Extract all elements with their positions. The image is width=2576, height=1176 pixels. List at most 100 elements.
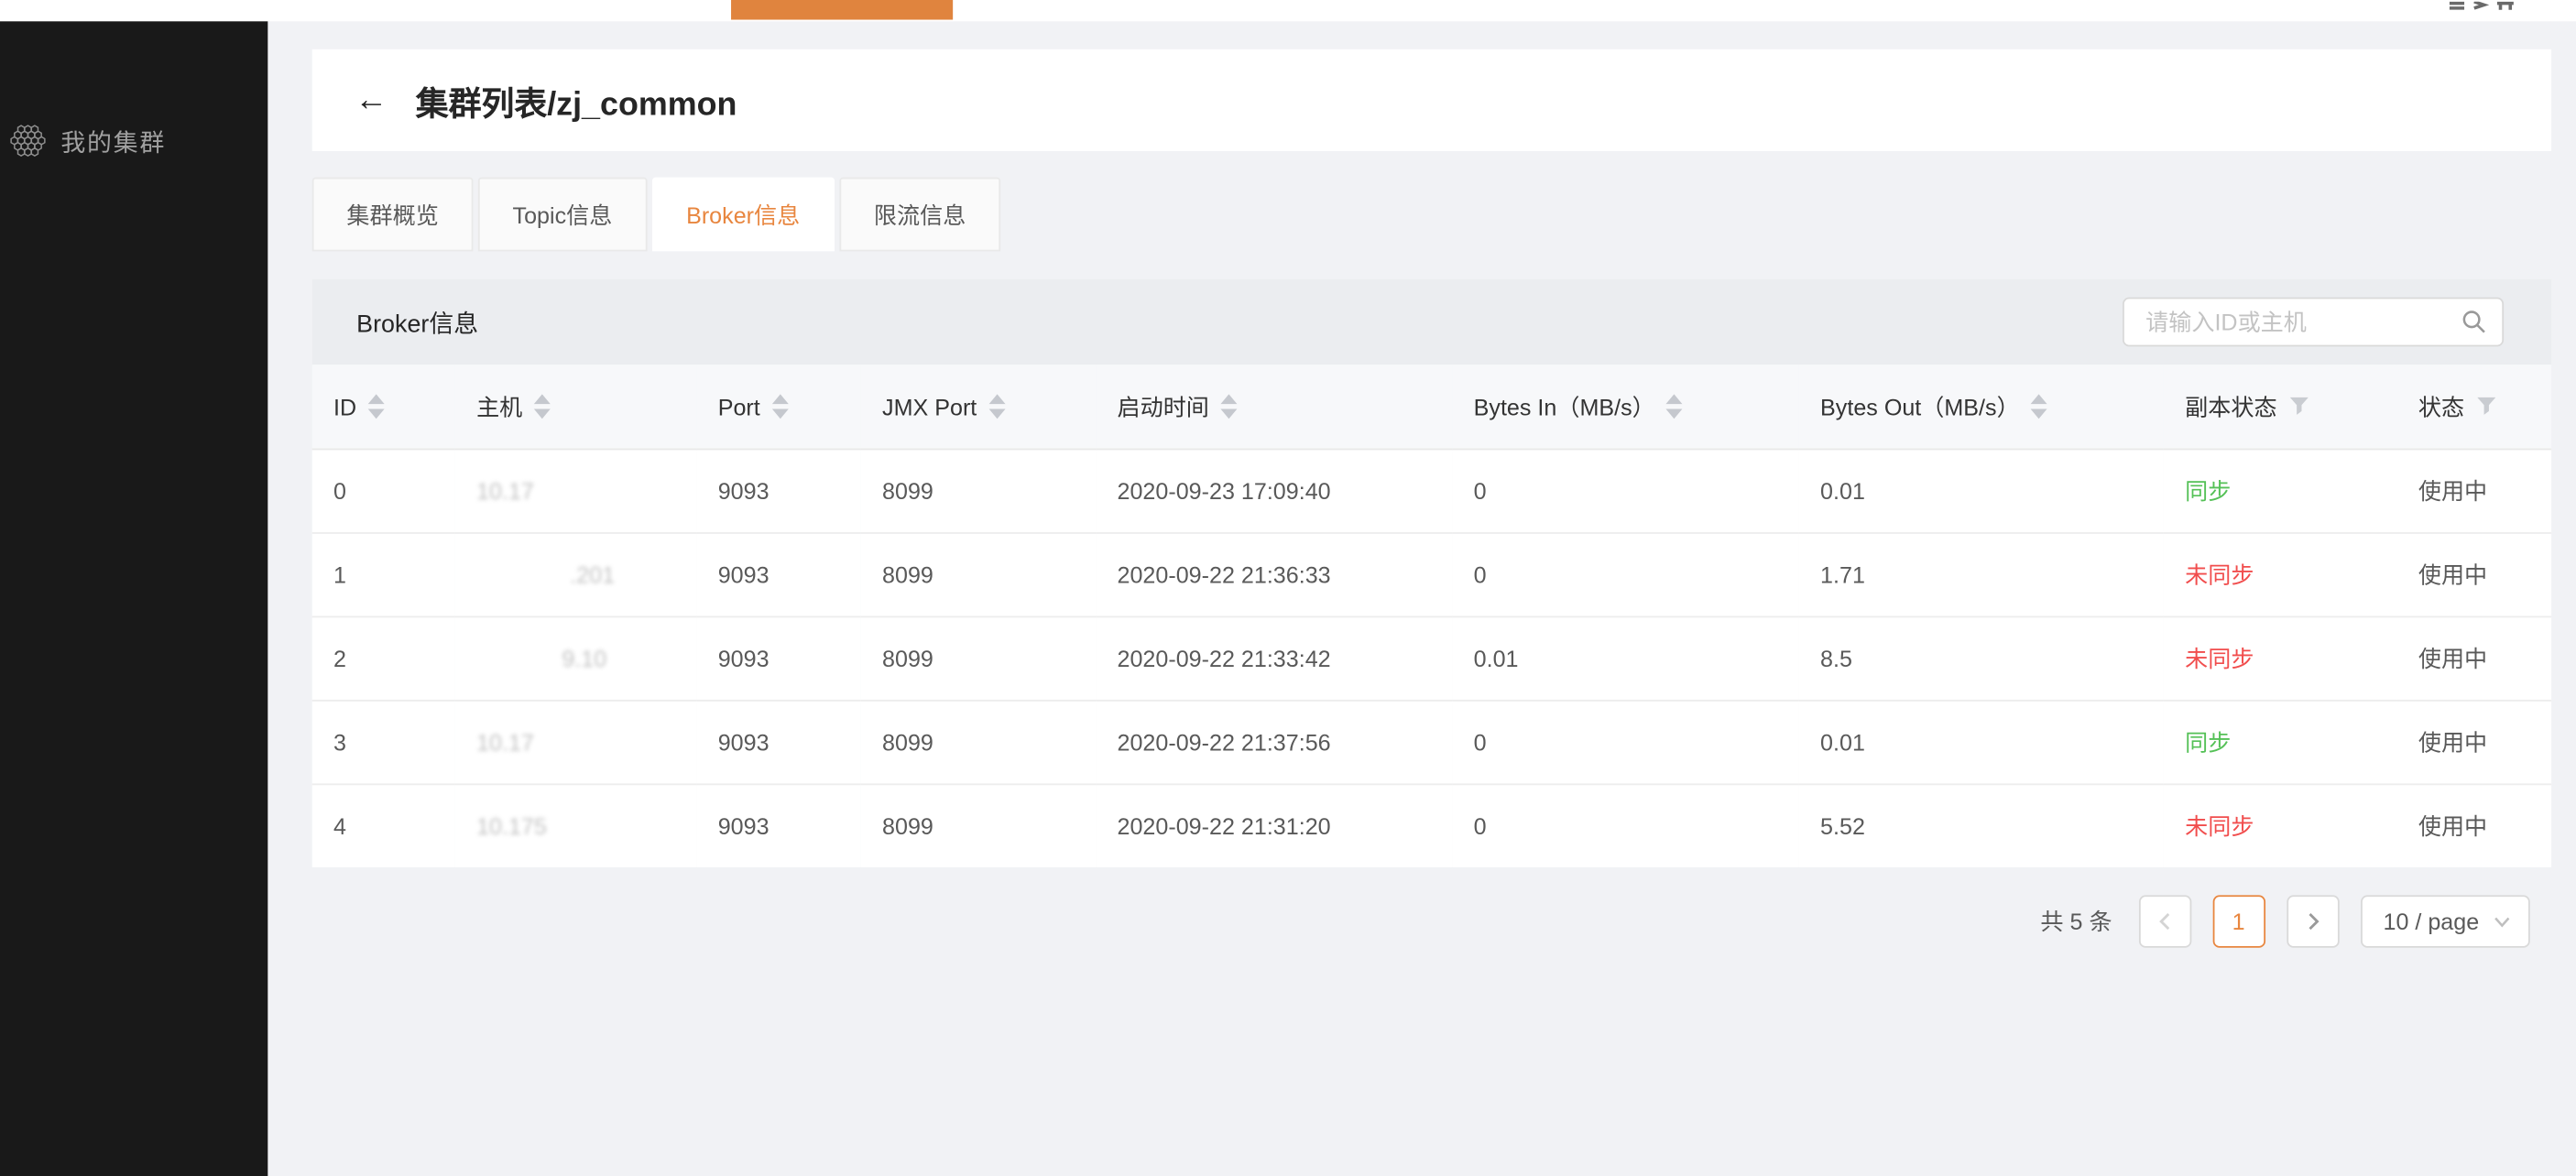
back-arrow-icon[interactable]: ←: [355, 82, 388, 119]
cell-status: 使用中: [2396, 449, 2552, 534]
cell-jmx-port: 8099: [860, 700, 1097, 786]
cell-bytes-in: 0: [1452, 784, 1799, 867]
col-header-host[interactable]: 主机: [454, 365, 697, 451]
cell-start-time: 2020-09-22 21:31:20: [1096, 784, 1453, 867]
chevron-left-icon: [2158, 912, 2169, 931]
pagination-next-button[interactable]: [2286, 895, 2340, 948]
tab-cluster-overview[interactable]: 集群概览: [311, 177, 474, 252]
cell-bytes-in: 0: [1452, 532, 1799, 618]
cell-start-time: 2020-09-22 21:33:42: [1096, 616, 1453, 702]
honeycomb-cluster-icon: [10, 125, 46, 157]
cell-id: 1: [311, 532, 455, 618]
page-title: 集群列表/zj_common: [415, 86, 737, 123]
cell-jmx-port: 8099: [860, 532, 1097, 618]
sidebar: 我的集群: [0, 21, 268, 1176]
cell-bytes-in: 0: [1452, 700, 1799, 786]
tab-throttle-info[interactable]: 限流信息: [839, 177, 1001, 252]
sort-icon[interactable]: [533, 394, 551, 419]
col-header-port[interactable]: Port: [696, 365, 861, 451]
cell-replica-status: 未同步: [2163, 532, 2397, 618]
col-header-bytes-in[interactable]: Bytes In（MB/s）: [1452, 365, 1799, 451]
sort-icon[interactable]: [1220, 394, 1238, 419]
cell-status: 使用中: [2396, 532, 2552, 618]
cell-id: 4: [311, 784, 455, 867]
col-header-start-time[interactable]: 启动时间: [1096, 365, 1453, 451]
filter-icon[interactable]: [2476, 396, 2497, 417]
chevron-right-icon: [2308, 912, 2319, 931]
redacted-host: 10.17: [476, 477, 534, 505]
cell-start-time: 2020-09-22 21:37:56: [1096, 700, 1453, 786]
pagination-total: 共 5 条: [2040, 908, 2112, 935]
cell-host: 10.17: [454, 449, 697, 534]
cell-jmx-port: 8099: [860, 784, 1097, 867]
cell-bytes-in: 0.01: [1452, 616, 1799, 702]
cell-start-time: 2020-09-23 17:09:40: [1096, 449, 1453, 534]
cell-bytes-out: 0.01: [1798, 449, 2164, 534]
cell-port: 9093: [696, 449, 861, 534]
page-size-select[interactable]: 10 / page: [2360, 895, 2530, 948]
cell-host: 10.17: [454, 700, 697, 786]
replica-status-badge: 未同步: [2185, 561, 2254, 589]
cell-start-time: 2020-09-22 21:36:33: [1096, 532, 1453, 618]
replica-status-badge: 未同步: [2185, 812, 2254, 840]
table-header-row: ID 主机 Port JMX Port 启动时间 Bytes In（MB/s） …: [311, 365, 2552, 451]
col-header-bytes-out[interactable]: Bytes Out（MB/s）: [1798, 365, 2164, 451]
cell-status: 使用中: [2396, 616, 2552, 702]
search-box: [2123, 297, 2505, 347]
active-nav-underline: [731, 0, 954, 20]
sidebar-item-my-clusters[interactable]: 我的集群: [0, 103, 267, 179]
sort-icon[interactable]: [988, 394, 1005, 419]
redacted-host: 10.17: [476, 729, 534, 756]
chevron-down-icon: [2494, 917, 2510, 928]
clipped-toolbar-icons: [2448, 0, 2516, 10]
cell-bytes-out: 1.71: [1798, 532, 2164, 618]
table-row: 0 10.17 9093 8099 2020-09-23 17:09:40 0 …: [311, 449, 2552, 534]
replica-status-badge: 同步: [2185, 477, 2232, 505]
tab-broker-info[interactable]: Broker信息: [651, 177, 835, 252]
sort-icon[interactable]: [1666, 394, 1684, 419]
sort-icon[interactable]: [2031, 394, 2048, 419]
cell-port: 9093: [696, 700, 861, 786]
cell-replica-status: 未同步: [2163, 616, 2397, 702]
page-header-card: ← 集群列表/zj_common: [311, 49, 2552, 151]
cell-id: 2: [311, 616, 455, 702]
cell-host: .201: [454, 532, 697, 618]
pagination-prev-button[interactable]: [2138, 895, 2191, 948]
filter-icon[interactable]: [2288, 396, 2309, 417]
tab-bar: 集群概览 Topic信息 Broker信息 限流信息: [311, 177, 1006, 252]
replica-status-badge: 未同步: [2185, 645, 2254, 672]
cell-status: 使用中: [2396, 700, 2552, 786]
panel-title: Broker信息: [356, 310, 479, 338]
sort-icon[interactable]: [771, 394, 789, 419]
cell-jmx-port: 8099: [860, 616, 1097, 702]
search-icon[interactable]: [2461, 309, 2487, 335]
table-row: 1 .201 9093 8099 2020-09-22 21:36:33 0 1…: [311, 532, 2552, 618]
cell-port: 9093: [696, 784, 861, 867]
tab-topic-info[interactable]: Topic信息: [477, 177, 648, 252]
panel-header: Broker信息: [311, 278, 2552, 365]
cell-status: 使用中: [2396, 784, 2552, 867]
clipped-glyphs-icon: [2449, 0, 2514, 10]
table-row: 2 9.10 9093 8099 2020-09-22 21:33:42 0.0…: [311, 616, 2552, 702]
sort-icon[interactable]: [367, 394, 385, 419]
col-header-jmx-port[interactable]: JMX Port: [860, 365, 1097, 451]
col-header-status[interactable]: 状态: [2396, 365, 2552, 451]
cell-bytes-in: 0: [1452, 449, 1799, 534]
table-row: 4 10.175 9093 8099 2020-09-22 21:31:20 0…: [311, 784, 2552, 867]
col-header-id[interactable]: ID: [311, 365, 455, 451]
cell-host: 10.175: [454, 784, 697, 867]
cell-id: 0: [311, 449, 455, 534]
search-input[interactable]: [2142, 307, 2461, 337]
cell-replica-status: 未同步: [2163, 784, 2397, 867]
cell-id: 3: [311, 700, 455, 786]
cell-jmx-port: 8099: [860, 449, 1097, 534]
cell-port: 9093: [696, 532, 861, 618]
redacted-host: 10.175: [476, 812, 547, 840]
cell-bytes-out: 0.01: [1798, 700, 2164, 786]
pagination-page-1-button[interactable]: 1: [2211, 895, 2265, 948]
col-header-replica-status[interactable]: 副本状态: [2163, 365, 2397, 451]
pagination: 共 5 条 1 10 / page: [2040, 895, 2530, 948]
page-size-value: 10 / page: [2383, 908, 2480, 935]
top-strip: [0, 0, 2576, 22]
